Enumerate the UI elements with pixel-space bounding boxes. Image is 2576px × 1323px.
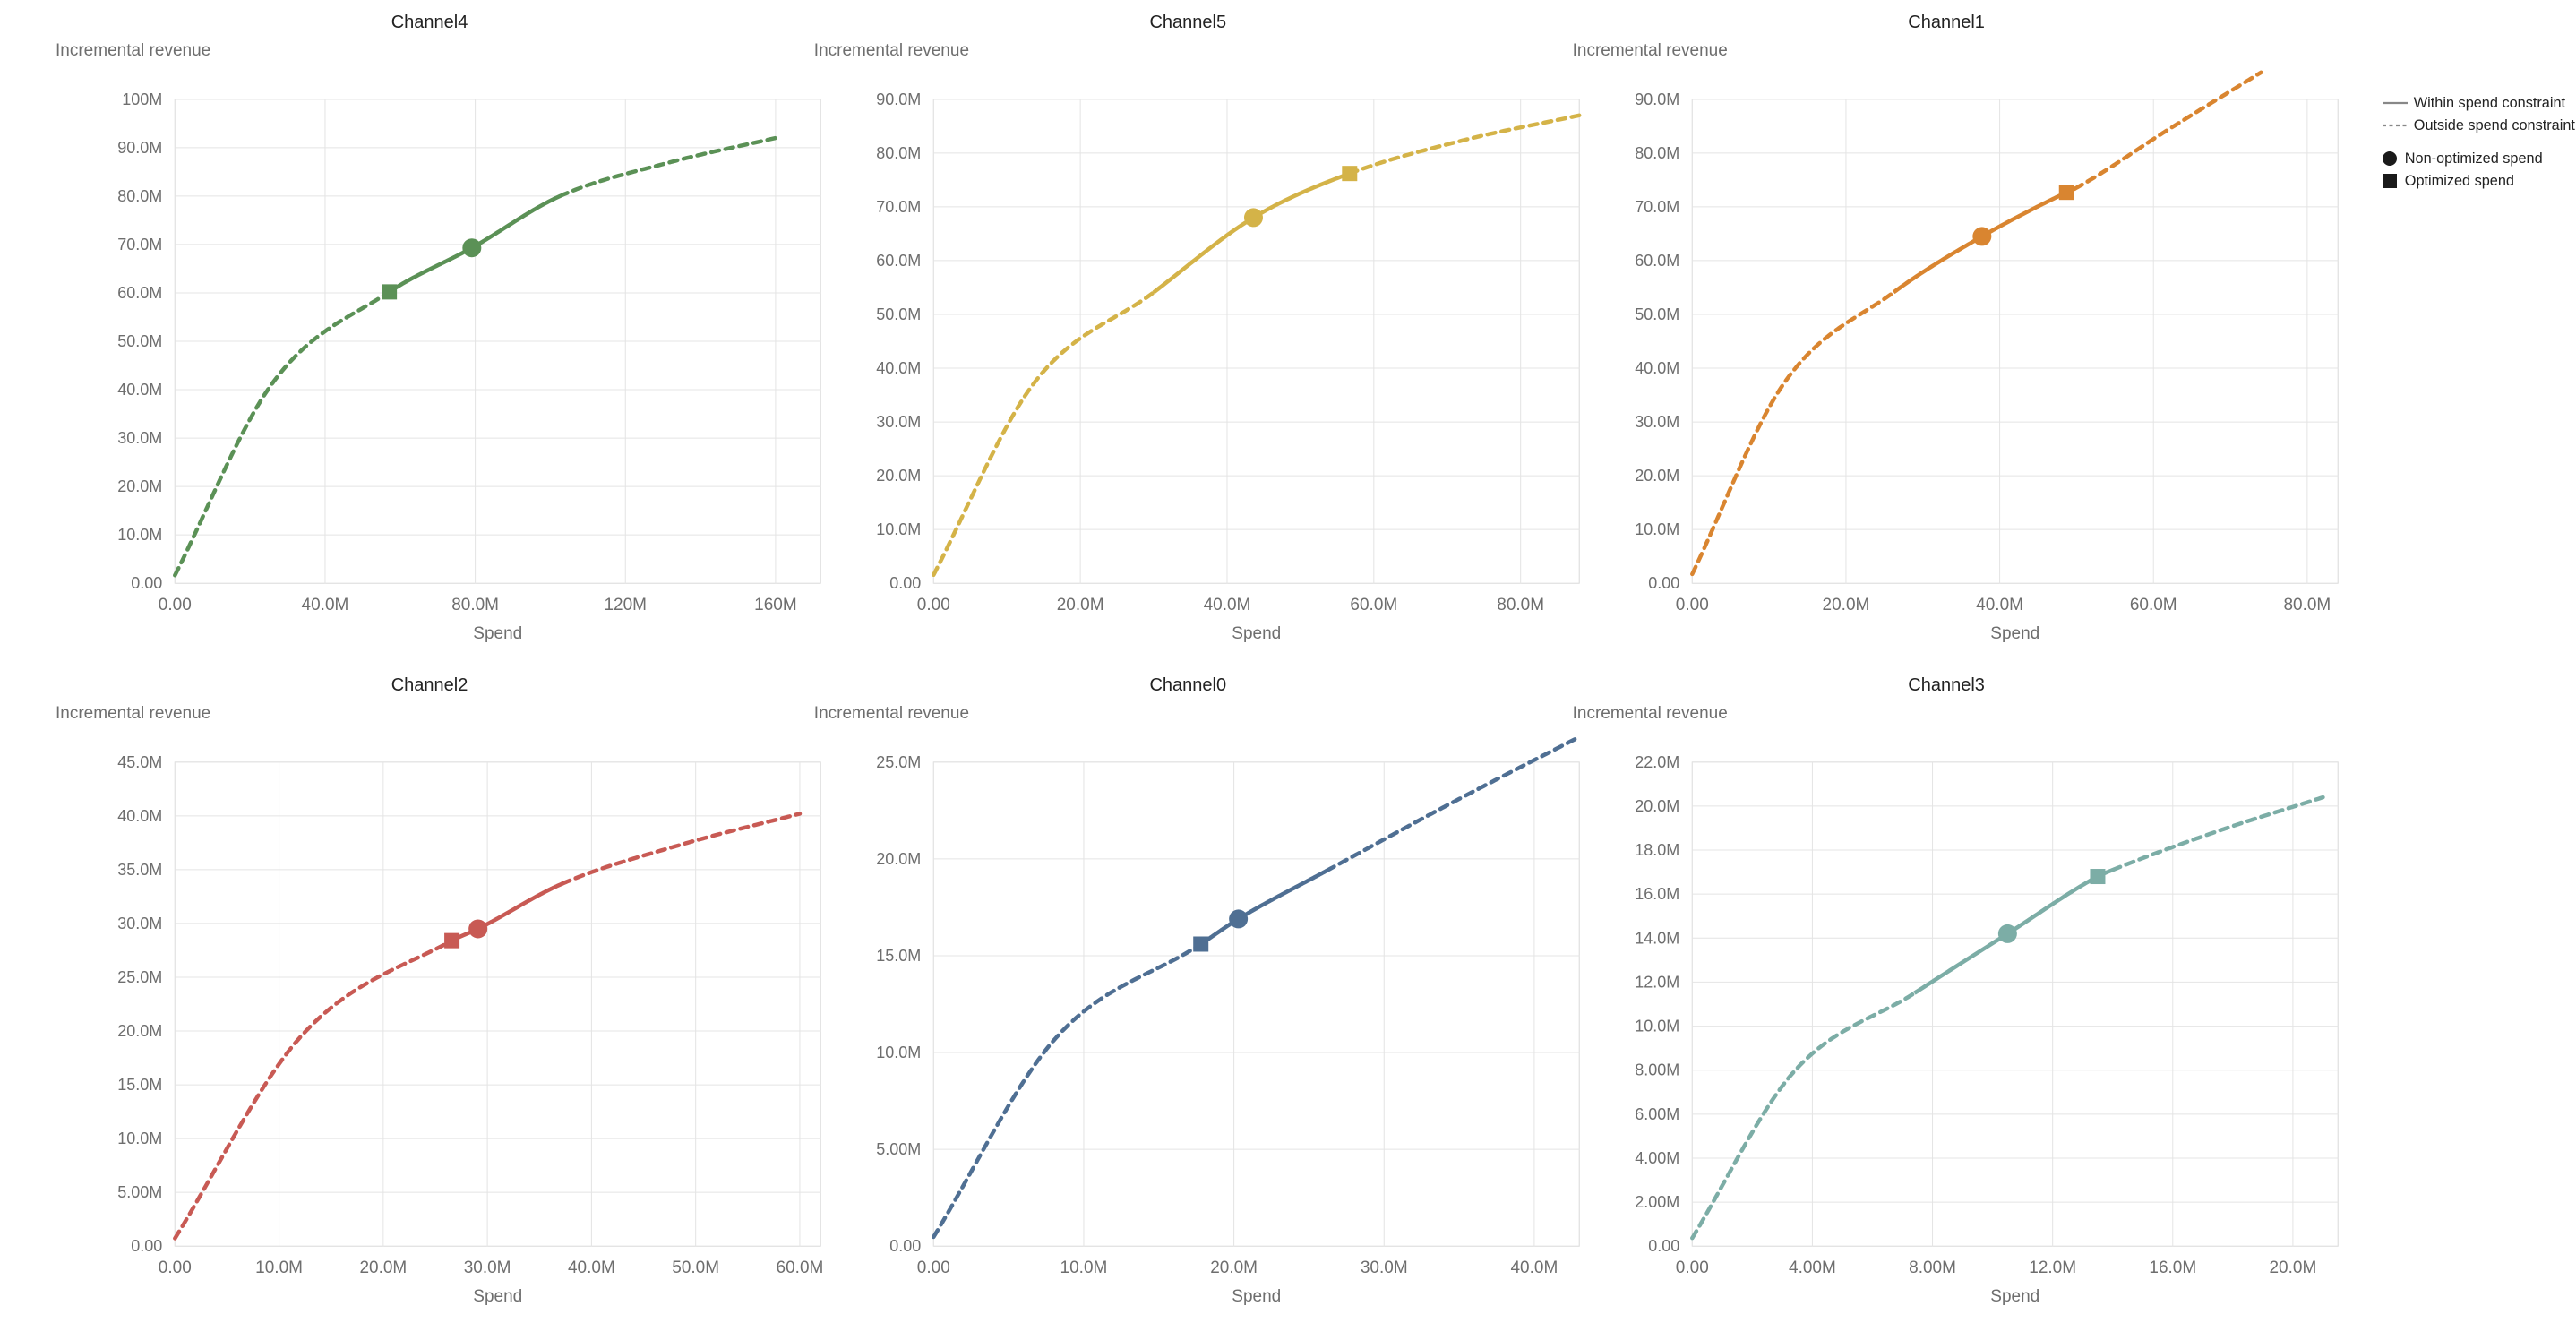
svg-text:40.0M: 40.0M <box>876 359 921 377</box>
svg-text:10.0M: 10.0M <box>1635 1017 1679 1035</box>
svg-text:10.0M: 10.0M <box>117 1130 162 1147</box>
svg-text:8.00M: 8.00M <box>1635 1061 1679 1078</box>
svg-text:80.0M: 80.0M <box>451 596 499 614</box>
svg-text:15.0M: 15.0M <box>876 947 921 965</box>
svg-text:Spend: Spend <box>1990 624 2039 643</box>
svg-text:2.00M: 2.00M <box>1635 1193 1679 1211</box>
svg-text:Spend: Spend <box>473 624 522 643</box>
svg-text:0.00: 0.00 <box>889 574 921 592</box>
svg-text:60.0M: 60.0M <box>117 284 162 302</box>
svg-text:0.00: 0.00 <box>159 1259 192 1277</box>
svg-text:20.0M: 20.0M <box>1635 797 1679 815</box>
svg-text:0.00: 0.00 <box>131 1237 162 1255</box>
svg-text:20.0M: 20.0M <box>876 467 921 485</box>
svg-text:40.0M: 40.0M <box>117 381 162 399</box>
svg-text:120M: 120M <box>604 596 647 614</box>
svg-text:30.0M: 30.0M <box>876 413 921 431</box>
svg-text:10.0M: 10.0M <box>876 520 921 538</box>
svg-text:40.0M: 40.0M <box>1635 359 1679 377</box>
svg-text:10.0M: 10.0M <box>117 526 162 544</box>
svg-text:Spend: Spend <box>1232 1287 1281 1306</box>
svg-text:50.0M: 50.0M <box>117 332 162 350</box>
svg-text:80.0M: 80.0M <box>1635 144 1679 162</box>
svg-text:0.00: 0.00 <box>889 1237 921 1255</box>
svg-text:25.0M: 25.0M <box>876 752 921 770</box>
svg-text:10.0M: 10.0M <box>876 1044 921 1061</box>
svg-text:25.0M: 25.0M <box>117 968 162 986</box>
svg-text:4.00M: 4.00M <box>1789 1259 1836 1277</box>
svg-text:45.0M: 45.0M <box>117 752 162 770</box>
svg-text:0.00: 0.00 <box>131 574 162 592</box>
svg-text:40.0M: 40.0M <box>1203 596 1250 614</box>
svg-text:40.0M: 40.0M <box>1976 596 2023 614</box>
svg-text:8.00M: 8.00M <box>1909 1259 1956 1277</box>
svg-text:0.00: 0.00 <box>1648 1237 1679 1255</box>
svg-text:12.0M: 12.0M <box>2029 1259 2076 1277</box>
svg-text:22.0M: 22.0M <box>1635 752 1679 770</box>
svg-text:16.0M: 16.0M <box>1635 885 1679 903</box>
svg-text:60.0M: 60.0M <box>1635 252 1679 270</box>
svg-text:80.0M: 80.0M <box>2283 596 2331 614</box>
svg-text:40.0M: 40.0M <box>568 1259 615 1277</box>
svg-text:50.0M: 50.0M <box>876 305 921 323</box>
svg-text:60.0M: 60.0M <box>1350 596 1397 614</box>
svg-text:30.0M: 30.0M <box>1635 413 1679 431</box>
svg-text:Spend: Spend <box>473 1287 522 1306</box>
svg-text:0.00: 0.00 <box>159 596 192 614</box>
svg-text:12.0M: 12.0M <box>1635 973 1679 991</box>
svg-text:30.0M: 30.0M <box>117 915 162 932</box>
svg-text:20.0M: 20.0M <box>1635 467 1679 485</box>
svg-text:14.0M: 14.0M <box>1635 929 1679 947</box>
svg-text:100M: 100M <box>122 90 162 108</box>
svg-text:20.0M: 20.0M <box>117 1022 162 1040</box>
svg-text:20.0M: 20.0M <box>359 1259 407 1277</box>
svg-text:0.00: 0.00 <box>1675 596 1708 614</box>
svg-text:70.0M: 70.0M <box>876 198 921 216</box>
svg-text:5.00M: 5.00M <box>117 1183 162 1201</box>
svg-text:20.0M: 20.0M <box>1057 596 1104 614</box>
svg-text:20.0M: 20.0M <box>876 850 921 868</box>
svg-text:35.0M: 35.0M <box>117 861 162 879</box>
svg-text:10.0M: 10.0M <box>255 1259 303 1277</box>
svg-text:Spend: Spend <box>1232 624 1281 643</box>
svg-text:40.0M: 40.0M <box>117 807 162 825</box>
svg-text:90.0M: 90.0M <box>876 90 921 108</box>
svg-text:20.0M: 20.0M <box>1822 596 1869 614</box>
svg-text:60.0M: 60.0M <box>2129 596 2177 614</box>
svg-text:90.0M: 90.0M <box>1635 90 1679 108</box>
svg-text:50.0M: 50.0M <box>672 1259 719 1277</box>
svg-text:Spend: Spend <box>1990 1287 2039 1306</box>
svg-text:30.0M: 30.0M <box>464 1259 511 1277</box>
svg-text:50.0M: 50.0M <box>1635 305 1679 323</box>
svg-text:20.0M: 20.0M <box>1210 1259 1258 1277</box>
svg-text:0.00: 0.00 <box>1648 574 1679 592</box>
svg-text:0.00: 0.00 <box>1675 1259 1708 1277</box>
svg-text:90.0M: 90.0M <box>117 139 162 157</box>
svg-text:80.0M: 80.0M <box>117 187 162 205</box>
svg-text:70.0M: 70.0M <box>117 236 162 253</box>
svg-text:18.0M: 18.0M <box>1635 841 1679 859</box>
svg-text:4.00M: 4.00M <box>1635 1149 1679 1167</box>
svg-text:80.0M: 80.0M <box>876 144 921 162</box>
svg-text:20.0M: 20.0M <box>2269 1259 2316 1277</box>
svg-text:6.00M: 6.00M <box>1635 1105 1679 1123</box>
svg-text:40.0M: 40.0M <box>302 596 349 614</box>
svg-text:5.00M: 5.00M <box>876 1140 921 1158</box>
svg-text:60.0M: 60.0M <box>876 252 921 270</box>
svg-text:0.00: 0.00 <box>917 596 950 614</box>
svg-text:16.0M: 16.0M <box>2149 1259 2196 1277</box>
svg-text:30.0M: 30.0M <box>1361 1259 1408 1277</box>
svg-text:70.0M: 70.0M <box>1635 198 1679 216</box>
svg-text:15.0M: 15.0M <box>117 1076 162 1094</box>
svg-text:10.0M: 10.0M <box>1060 1259 1107 1277</box>
svg-text:30.0M: 30.0M <box>117 429 162 447</box>
svg-text:10.0M: 10.0M <box>1635 520 1679 538</box>
svg-text:20.0M: 20.0M <box>117 477 162 495</box>
svg-text:0.00: 0.00 <box>917 1259 950 1277</box>
